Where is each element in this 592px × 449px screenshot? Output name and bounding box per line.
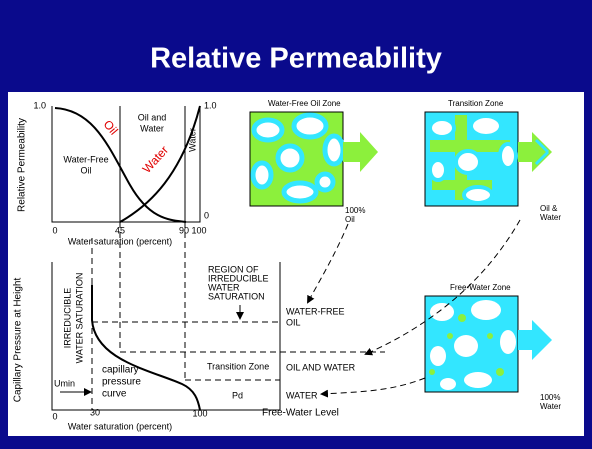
note: WATER SATURATION <box>74 273 84 364</box>
zone-caption: Water <box>540 402 561 411</box>
x-tick: 0 <box>52 411 57 421</box>
note: IRREDUCIBLE <box>62 288 72 349</box>
region-label: Oil and <box>138 112 167 122</box>
tick: 0 <box>204 210 209 220</box>
zone-title: Free-Water Zone <box>450 283 511 292</box>
zone-caption: 100% <box>540 393 560 402</box>
note: SATURATION <box>208 291 265 301</box>
zone-caption: Oil <box>345 215 355 224</box>
note: curve <box>102 389 127 400</box>
region-label: Water <box>187 128 197 152</box>
note: pressure <box>102 377 141 388</box>
x-tick: 100 <box>192 408 207 418</box>
zone-caption: 100% <box>345 206 365 215</box>
region-label: Water-Free <box>63 154 108 164</box>
zone-label: WATER-FREE <box>286 306 345 316</box>
x-tick: 0 <box>52 225 57 235</box>
x-tick: 30 <box>90 407 100 417</box>
x-tick: 90 <box>179 225 189 235</box>
note: capillary <box>102 365 139 376</box>
note: Umin <box>54 378 75 388</box>
zone-caption: Oil & <box>540 204 558 213</box>
tick: 1.0 <box>204 100 217 110</box>
slide-title: Relative Permeability <box>150 43 442 75</box>
zone-title: Water-Free Oil Zone <box>268 99 341 108</box>
region-label: Water <box>140 123 164 133</box>
zone-caption: Water <box>540 213 561 222</box>
note: Transition Zone <box>207 361 269 371</box>
zone-label: OIL AND WATER <box>286 362 356 372</box>
zone-title: Transition Zone <box>448 99 504 108</box>
slide: Relative Permeability Relative Permeabil… <box>0 0 592 444</box>
x-tick: 100 <box>191 225 206 235</box>
region-label: Oil <box>81 165 92 175</box>
y-label: Capillary Pressure at Height <box>13 278 24 403</box>
x-label: Water saturation (percent) <box>68 421 172 431</box>
tick: 1.0 <box>33 100 46 110</box>
note: Free-Water Level <box>262 408 339 419</box>
zone-label: WATER <box>286 390 318 400</box>
zone-label: OIL <box>286 317 301 327</box>
y-label: Relative Permeability <box>17 118 28 212</box>
note: Pd <box>232 390 243 400</box>
